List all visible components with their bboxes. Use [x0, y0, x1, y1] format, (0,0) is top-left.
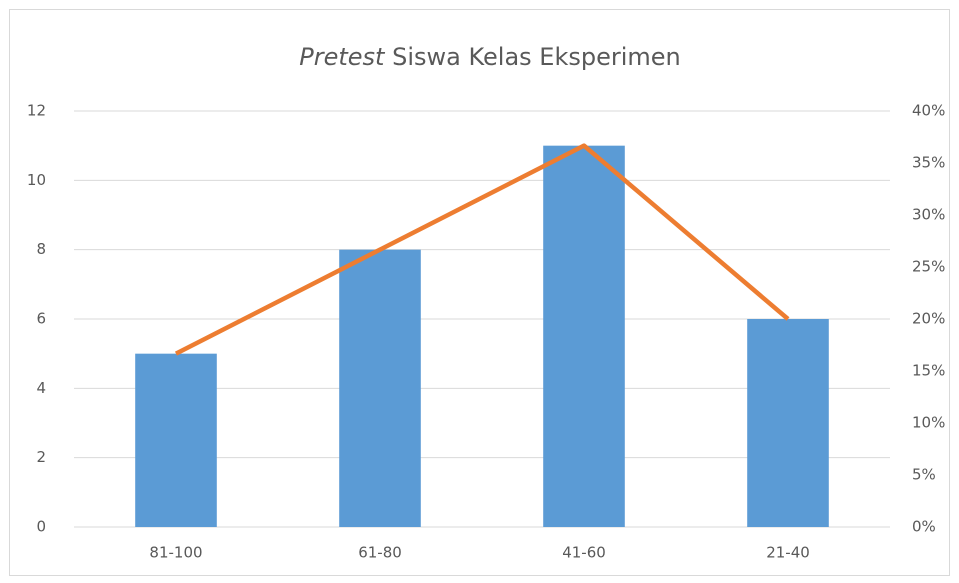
bar: [339, 249, 421, 527]
y-tick-label: 4: [36, 379, 46, 397]
y-tick-label: 8: [36, 240, 46, 258]
y2-tick-label: 20%: [912, 310, 945, 328]
y-tick-label: 12: [27, 102, 46, 120]
x-tick-label: 61-80: [358, 544, 402, 562]
y2-tick-label: 35%: [912, 154, 945, 172]
y2-tick-label: 30%: [912, 206, 945, 224]
y2-tick-label: 25%: [912, 258, 945, 276]
y2-tick-label: 10%: [912, 414, 945, 432]
y-tick-label: 6: [36, 310, 46, 328]
title-italic: Pretest: [299, 43, 386, 71]
bar: [135, 353, 217, 527]
chart-title: Pretest Siswa Kelas Eksperimen: [299, 43, 681, 71]
bar: [543, 145, 625, 527]
bar: [747, 319, 829, 527]
y2-tick-label: 40%: [912, 102, 945, 120]
y2-tick-label: 5%: [912, 466, 936, 484]
y-tick-label: 0: [36, 518, 46, 536]
title-rest: Siswa Kelas Eksperimen: [392, 43, 681, 71]
x-tick-label: 41-60: [562, 544, 606, 562]
line: [174, 143, 790, 356]
x-tick-label: 81-100: [149, 544, 202, 562]
y-tick-label: 10: [27, 171, 46, 189]
y-tick-label: 2: [36, 448, 46, 466]
y2-tick-label: 15%: [912, 362, 945, 380]
y2-tick-label: 0%: [912, 518, 936, 536]
x-tick-label: 21-40: [766, 544, 810, 562]
